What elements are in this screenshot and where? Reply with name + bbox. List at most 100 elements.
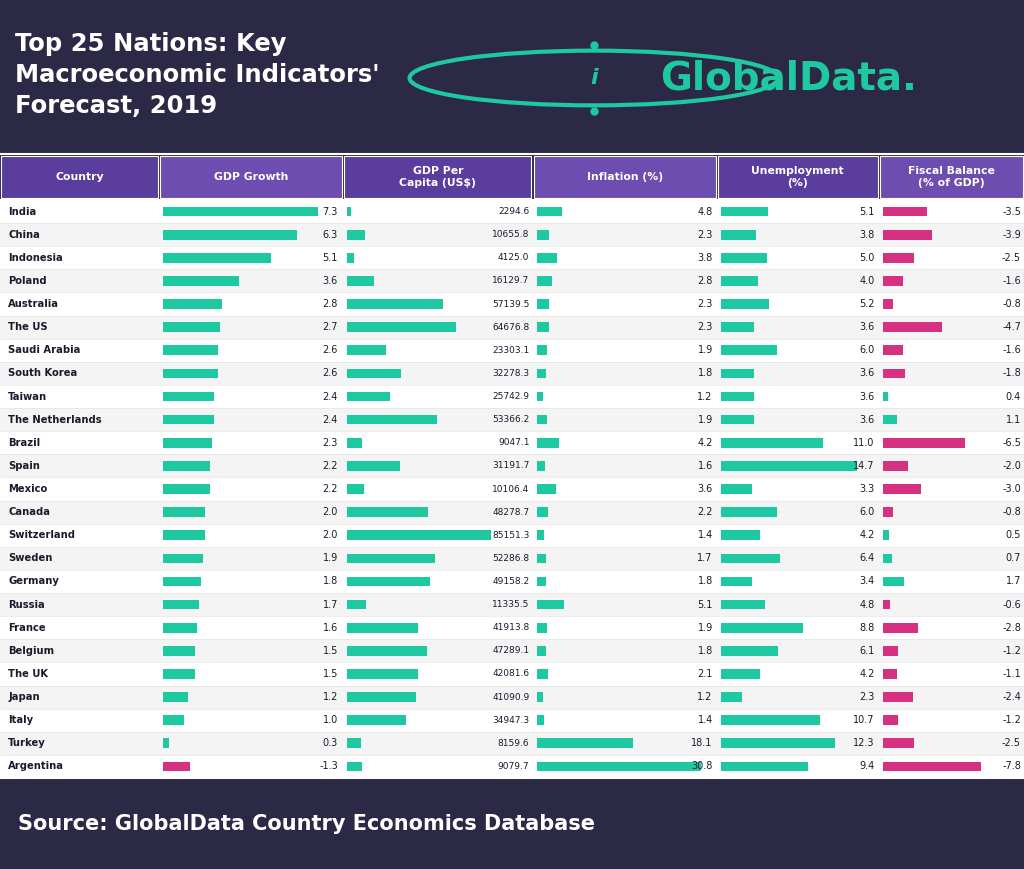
Text: Poland: Poland xyxy=(8,276,47,286)
Text: India: India xyxy=(8,207,37,216)
FancyBboxPatch shape xyxy=(163,276,240,286)
FancyBboxPatch shape xyxy=(537,276,552,286)
Text: GlobalData.: GlobalData. xyxy=(660,59,918,97)
Text: 5.1: 5.1 xyxy=(697,600,713,609)
FancyBboxPatch shape xyxy=(163,415,214,424)
FancyBboxPatch shape xyxy=(537,739,633,748)
Text: Country: Country xyxy=(55,172,103,182)
Text: 34947.3: 34947.3 xyxy=(493,716,529,725)
Text: 2.0: 2.0 xyxy=(323,507,338,517)
FancyBboxPatch shape xyxy=(344,156,531,198)
FancyBboxPatch shape xyxy=(721,253,767,262)
FancyBboxPatch shape xyxy=(163,484,210,494)
FancyBboxPatch shape xyxy=(0,524,1024,547)
Text: 2.6: 2.6 xyxy=(323,345,338,355)
Text: 4.2: 4.2 xyxy=(697,438,713,448)
FancyBboxPatch shape xyxy=(883,345,903,355)
Text: 1.5: 1.5 xyxy=(323,669,338,679)
Text: The UK: The UK xyxy=(8,669,48,679)
Text: 1.8: 1.8 xyxy=(697,368,713,378)
Text: -0.8: -0.8 xyxy=(1002,299,1021,309)
FancyBboxPatch shape xyxy=(347,507,428,517)
FancyBboxPatch shape xyxy=(163,368,218,378)
FancyBboxPatch shape xyxy=(163,530,205,541)
Text: 2.3: 2.3 xyxy=(859,692,874,702)
FancyBboxPatch shape xyxy=(883,623,919,633)
FancyBboxPatch shape xyxy=(163,693,188,702)
FancyBboxPatch shape xyxy=(347,715,406,725)
Text: 3.6: 3.6 xyxy=(323,276,338,286)
Text: 1.2: 1.2 xyxy=(323,692,338,702)
Text: 1.4: 1.4 xyxy=(697,715,713,726)
Text: -2.0: -2.0 xyxy=(1002,461,1021,471)
FancyBboxPatch shape xyxy=(347,438,362,448)
FancyBboxPatch shape xyxy=(0,269,1024,293)
Text: Russia: Russia xyxy=(8,600,45,609)
FancyBboxPatch shape xyxy=(163,229,297,240)
FancyBboxPatch shape xyxy=(883,693,913,702)
FancyBboxPatch shape xyxy=(0,570,1024,593)
Text: 11335.5: 11335.5 xyxy=(493,600,529,609)
Text: 4.8: 4.8 xyxy=(697,207,713,216)
FancyBboxPatch shape xyxy=(883,438,965,448)
FancyBboxPatch shape xyxy=(0,362,1024,385)
Text: 2.6: 2.6 xyxy=(323,368,338,378)
Text: GDP Growth: GDP Growth xyxy=(214,172,288,182)
Text: 3.6: 3.6 xyxy=(859,415,874,425)
FancyBboxPatch shape xyxy=(721,530,760,541)
Text: 2.4: 2.4 xyxy=(323,415,338,425)
FancyBboxPatch shape xyxy=(537,345,547,355)
FancyBboxPatch shape xyxy=(0,708,1024,732)
FancyBboxPatch shape xyxy=(883,415,897,424)
FancyBboxPatch shape xyxy=(163,715,184,725)
FancyBboxPatch shape xyxy=(347,761,362,772)
Text: 49158.2: 49158.2 xyxy=(493,577,529,586)
FancyBboxPatch shape xyxy=(163,577,201,587)
FancyBboxPatch shape xyxy=(0,732,1024,755)
FancyBboxPatch shape xyxy=(0,640,1024,662)
FancyBboxPatch shape xyxy=(0,223,1024,246)
FancyBboxPatch shape xyxy=(1,156,158,198)
FancyBboxPatch shape xyxy=(347,623,418,633)
Text: Australia: Australia xyxy=(8,299,59,309)
FancyBboxPatch shape xyxy=(721,276,758,286)
FancyBboxPatch shape xyxy=(347,577,430,587)
Text: -1.6: -1.6 xyxy=(1002,276,1021,286)
Text: 57139.5: 57139.5 xyxy=(493,300,529,308)
Text: 53366.2: 53366.2 xyxy=(493,415,529,424)
FancyBboxPatch shape xyxy=(537,229,549,240)
Text: 4.8: 4.8 xyxy=(859,600,874,609)
FancyBboxPatch shape xyxy=(721,438,823,448)
FancyBboxPatch shape xyxy=(537,577,546,587)
FancyBboxPatch shape xyxy=(347,276,375,286)
FancyBboxPatch shape xyxy=(163,392,214,401)
Text: 47289.1: 47289.1 xyxy=(493,647,529,655)
Text: 1.8: 1.8 xyxy=(697,646,713,656)
Text: 4125.0: 4125.0 xyxy=(498,253,529,262)
Text: -2.5: -2.5 xyxy=(1001,739,1021,748)
FancyBboxPatch shape xyxy=(721,345,776,355)
Text: Fiscal Balance
(% of GDP): Fiscal Balance (% of GDP) xyxy=(908,166,994,188)
FancyBboxPatch shape xyxy=(0,477,1024,501)
FancyBboxPatch shape xyxy=(347,253,354,262)
Text: -1.3: -1.3 xyxy=(319,761,338,772)
Text: 6.4: 6.4 xyxy=(859,554,874,563)
Text: -3.9: -3.9 xyxy=(1002,229,1021,240)
Text: 2.2: 2.2 xyxy=(323,484,338,494)
FancyBboxPatch shape xyxy=(163,600,199,609)
Text: 1.2: 1.2 xyxy=(697,392,713,401)
FancyBboxPatch shape xyxy=(163,299,222,308)
FancyBboxPatch shape xyxy=(163,322,220,332)
Text: 1.9: 1.9 xyxy=(323,554,338,563)
Text: 1.6: 1.6 xyxy=(697,461,713,471)
FancyBboxPatch shape xyxy=(537,530,544,541)
Text: -2.4: -2.4 xyxy=(1002,692,1021,702)
FancyBboxPatch shape xyxy=(347,554,435,563)
Text: 2.3: 2.3 xyxy=(697,299,713,309)
FancyBboxPatch shape xyxy=(883,669,897,679)
Text: 1.1: 1.1 xyxy=(1006,415,1021,425)
FancyBboxPatch shape xyxy=(347,392,390,401)
Text: South Korea: South Korea xyxy=(8,368,78,378)
Text: 6.0: 6.0 xyxy=(859,345,874,355)
FancyBboxPatch shape xyxy=(0,408,1024,431)
